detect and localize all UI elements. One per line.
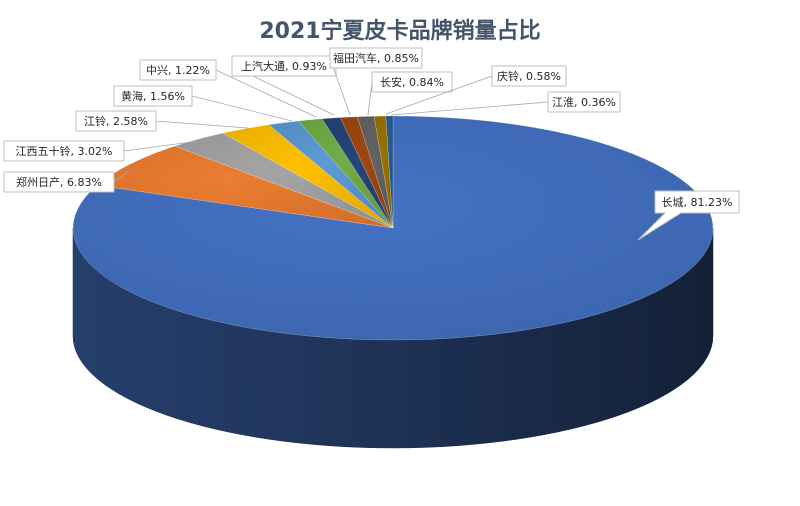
- data-label-text: 福田汽车, 0.85%: [333, 51, 419, 65]
- data-label-江铃: 江铃, 2.58%: [75, 110, 249, 132]
- data-label-长城: 长城, 81.23%: [637, 190, 740, 241]
- data-label-中兴: 中兴, 1.22%: [139, 59, 317, 118]
- data-label-庆铃: 庆铃, 0.58%: [385, 65, 567, 115]
- data-label-text: 黄海, 1.56%: [121, 89, 185, 103]
- leader-line: [385, 75, 493, 115]
- pie-layer: [72, 115, 714, 449]
- data-label-text: 长城, 81.23%: [662, 196, 733, 209]
- data-label-text: 江淮, 0.36%: [552, 96, 616, 109]
- leader-line: [367, 81, 373, 116]
- chart-title: 2021宁夏皮卡品牌销量占比: [259, 18, 540, 44]
- leader-line: [390, 101, 549, 116]
- data-label-郑州日产: 郑州日产, 6.83%: [3, 169, 131, 193]
- leader-line: [191, 95, 293, 122]
- leader-line: [113, 169, 131, 183]
- label-layer: 长城, 81.23% 郑州日产, 6.83% 江西五十铃, 3.02% 江铃, 2.5…: [3, 47, 740, 241]
- data-label-text: 江铃, 2.58%: [84, 114, 148, 128]
- leader-line: [123, 139, 207, 152]
- leader-line: [215, 69, 317, 118]
- data-label-text: 长安, 0.84%: [380, 75, 444, 89]
- data-label-黄海: 黄海, 1.56%: [113, 85, 293, 122]
- data-label-福田汽车: 福田汽车, 0.85%: [329, 47, 423, 116]
- data-label-上汽大通: 上汽大通, 0.93%: [231, 55, 337, 116]
- data-label-text: 江西五十铃, 3.02%: [16, 144, 113, 158]
- leader-line: [155, 120, 249, 129]
- pie-slice-江淮: [385, 115, 394, 229]
- data-label-江淮: 江淮, 0.36%: [390, 91, 621, 116]
- data-label-江西五十铃: 江西五十铃, 3.02%: [3, 139, 207, 162]
- data-label-长安: 长安, 0.84%: [367, 71, 453, 116]
- data-label-text: 庆铃, 0.58%: [497, 69, 561, 83]
- data-label-text: 上汽大通, 0.93%: [241, 59, 327, 73]
- data-label-text: 郑州日产, 6.83%: [16, 175, 102, 189]
- data-label-text: 中兴, 1.22%: [146, 64, 210, 77]
